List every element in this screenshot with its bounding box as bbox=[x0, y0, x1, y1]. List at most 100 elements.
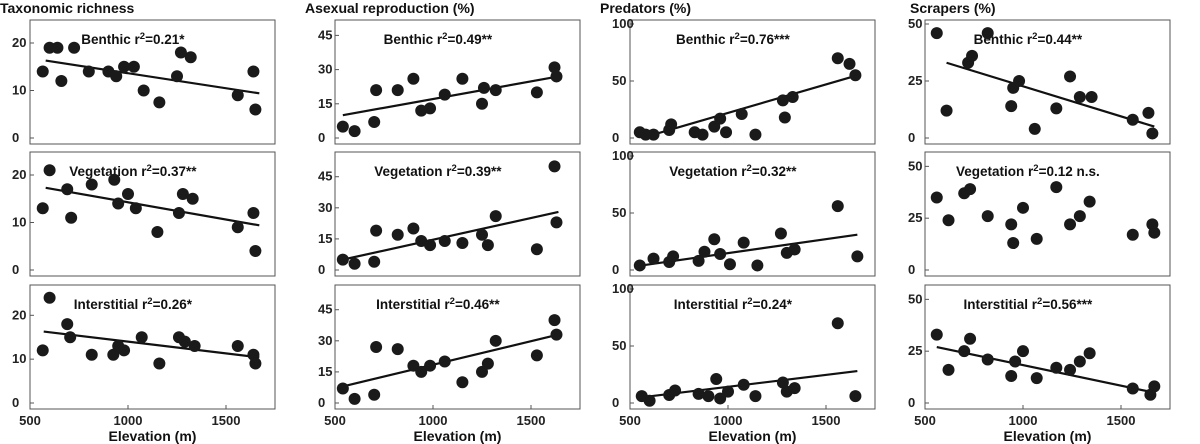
panel-name: Interstitial bbox=[74, 297, 142, 312]
data-point bbox=[476, 365, 488, 378]
data-point bbox=[981, 353, 994, 366]
y-tick-label: 0 bbox=[12, 395, 19, 410]
data-point bbox=[118, 60, 131, 73]
data-point bbox=[692, 254, 705, 267]
panel-interstitial-3: 0 50 100 500 1000 1500 Interstitial r2=0.24* bbox=[612, 281, 876, 428]
data-point bbox=[336, 382, 349, 395]
plot-frame bbox=[29, 284, 276, 410]
plot-frame bbox=[924, 19, 1171, 145]
data-point bbox=[348, 257, 361, 270]
panel-name: Vegetation bbox=[956, 164, 1028, 179]
data-point bbox=[735, 108, 748, 121]
data-point bbox=[930, 191, 943, 204]
data-point bbox=[476, 228, 488, 241]
y-tick-label: 0 bbox=[12, 262, 19, 277]
data-point bbox=[438, 88, 451, 101]
stat-superscript: 2 bbox=[1033, 163, 1038, 174]
data-point bbox=[188, 340, 201, 352]
data-point bbox=[1073, 210, 1086, 223]
x-tick-label: 1500 bbox=[812, 413, 841, 428]
stat-label: r bbox=[142, 297, 148, 312]
panel-label: Benthic r2=0.76*** bbox=[676, 31, 790, 47]
data-point bbox=[231, 221, 244, 234]
panel-vegetation-4: 0 25 50 Vegetation r2=0.12 n.s. bbox=[908, 151, 1171, 277]
data-point bbox=[749, 390, 762, 403]
plot-frame bbox=[29, 151, 276, 277]
data-point bbox=[36, 344, 49, 357]
panel-label: Vegetation r2=0.32** bbox=[669, 163, 797, 179]
stat-value: =0.44** bbox=[1037, 32, 1082, 47]
data-point bbox=[247, 65, 260, 78]
panel-vegetation-1: 0 10 20 Vegetation r2=0.37** bbox=[12, 151, 276, 277]
plot-frame bbox=[334, 284, 581, 410]
data-point bbox=[1073, 90, 1086, 103]
data-point bbox=[714, 112, 727, 125]
data-point bbox=[424, 102, 437, 115]
data-point bbox=[370, 341, 383, 354]
data-point bbox=[1085, 90, 1098, 103]
x-tick-label: 500 bbox=[619, 413, 641, 428]
data-point bbox=[438, 234, 451, 247]
data-point bbox=[51, 41, 64, 54]
panel-label: Interstitial r2=0.24* bbox=[674, 296, 793, 312]
data-point bbox=[665, 118, 678, 131]
x-tick-label: 1500 bbox=[1107, 413, 1136, 428]
data-point bbox=[1126, 382, 1139, 395]
x-axis-label: Elevation (m) bbox=[414, 428, 502, 444]
data-point bbox=[249, 245, 262, 257]
x-tick-label: 1500 bbox=[212, 413, 241, 428]
data-point bbox=[548, 160, 561, 173]
x-tick-label: 500 bbox=[914, 413, 936, 428]
panel-name: Vegetation bbox=[374, 164, 446, 179]
panel-benthic-3: 0 50 100 Benthic r2=0.76*** bbox=[612, 16, 876, 145]
panel-vegetation-2: 0 15 30 45 Vegetation r2=0.39** bbox=[318, 151, 581, 277]
data-point bbox=[1030, 232, 1043, 245]
data-point bbox=[669, 384, 682, 397]
data-point bbox=[82, 65, 95, 78]
stat-superscript: 2 bbox=[147, 296, 152, 307]
data-point bbox=[849, 390, 862, 403]
y-tick-label: 30 bbox=[318, 62, 332, 77]
data-point bbox=[710, 373, 723, 386]
data-point bbox=[186, 192, 199, 205]
data-point bbox=[247, 207, 260, 219]
stat-label: r bbox=[1028, 164, 1034, 179]
stat-superscript: 2 bbox=[442, 31, 447, 42]
x-axis-labels: Elevation (m) Elevation (m) Elevation (m) E… bbox=[109, 428, 1092, 444]
data-point bbox=[723, 258, 736, 271]
y-tick-label: 0 bbox=[318, 395, 325, 410]
data-point bbox=[776, 376, 789, 389]
data-point bbox=[1142, 106, 1155, 119]
stat-value: =0.21* bbox=[145, 32, 185, 47]
y-tick-label: 20 bbox=[12, 35, 26, 50]
stat-label: r bbox=[1032, 297, 1038, 312]
data-point bbox=[112, 197, 125, 210]
x-axis-label: Elevation (m) bbox=[109, 428, 197, 444]
x-tick-label: 1000 bbox=[714, 413, 743, 428]
y-tick-label: 15 bbox=[318, 231, 332, 246]
data-point bbox=[981, 27, 994, 40]
panel-name: Vegetation bbox=[69, 164, 141, 179]
data-point bbox=[530, 86, 543, 99]
regression-line bbox=[946, 61, 1155, 128]
stat-label: r bbox=[141, 164, 147, 179]
data-point bbox=[249, 103, 262, 116]
data-point bbox=[348, 125, 361, 138]
stat-label: r bbox=[1027, 32, 1033, 47]
y-tick-label: 100 bbox=[612, 148, 634, 163]
data-point bbox=[849, 69, 862, 82]
y-tick-label: 100 bbox=[612, 16, 634, 31]
data-point bbox=[530, 243, 543, 256]
y-tick-label: 25 bbox=[908, 210, 922, 225]
panel-name: Interstitial bbox=[964, 297, 1032, 312]
data-point bbox=[776, 94, 789, 107]
data-point bbox=[940, 104, 953, 117]
data-point bbox=[110, 70, 123, 83]
data-point bbox=[137, 84, 150, 97]
x-tick-label: 500 bbox=[19, 413, 41, 428]
data-point bbox=[171, 70, 183, 83]
data-point bbox=[151, 226, 164, 238]
panel-interstitial-4: 0 25 50 500 1000 1500 Interstitial r2=0.56*** bbox=[908, 284, 1171, 428]
data-point bbox=[153, 96, 166, 109]
data-point bbox=[1126, 113, 1139, 126]
